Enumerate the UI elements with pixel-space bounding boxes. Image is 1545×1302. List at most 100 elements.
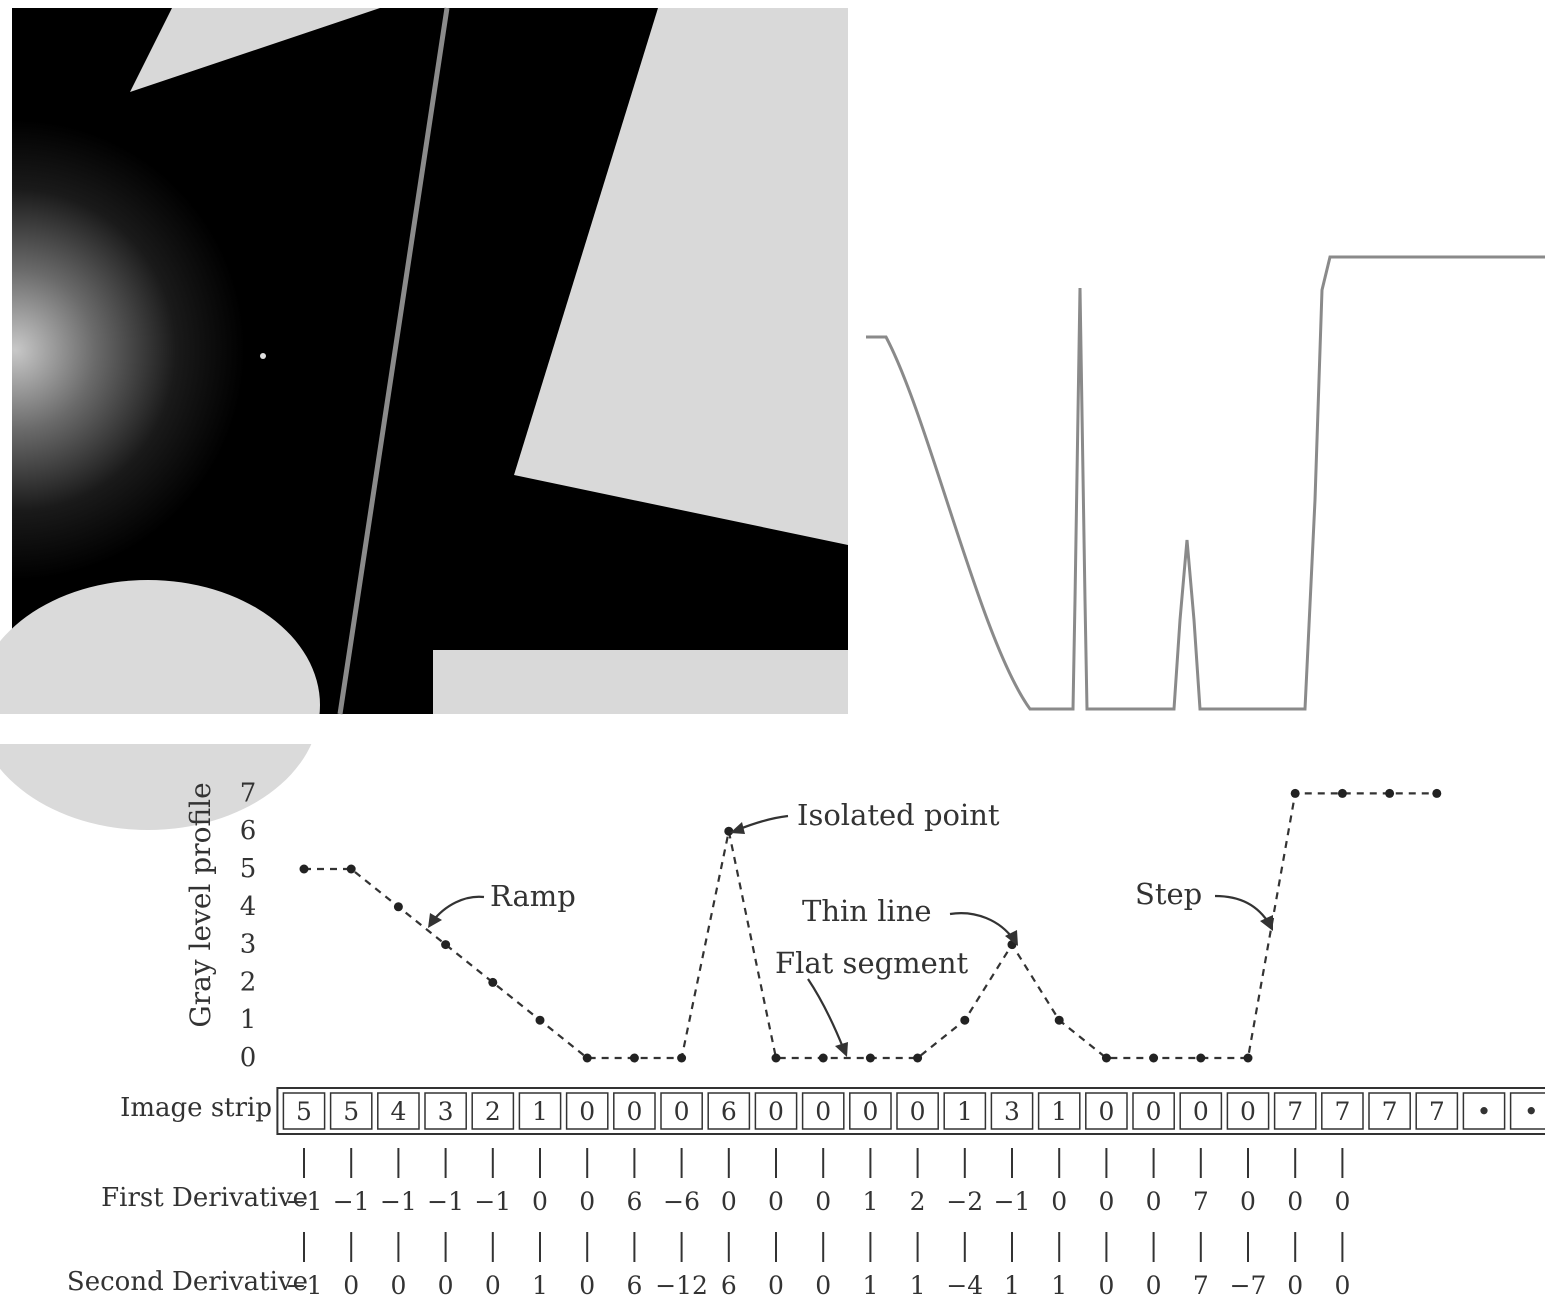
second-derivative-label: Second Derivative [66,1267,308,1297]
strip-value: 5 [343,1097,359,1126]
first-derivative-value: −1 [333,1187,370,1216]
first-derivative-value: 0 [815,1187,831,1216]
second-derivative-value: 0 [1146,1271,1162,1300]
first-derivative-value: −2 [946,1187,983,1216]
strip-value: 1 [532,1097,548,1126]
ytick-label: 5 [240,854,257,884]
strip-cell [329,1092,373,1130]
second-derivative-value: −1 [286,1271,323,1300]
isolated-point-arrow [736,814,789,832]
strip-value: 0 [579,1097,595,1126]
strip-cell [565,1092,609,1130]
strip-cell [990,1092,1034,1130]
strip-value: 0 [626,1097,642,1126]
second-derivative-value: 0 [1098,1271,1114,1300]
second-derivative-value: 1 [1051,1271,1067,1300]
profile-point [299,864,309,874]
profile-point [535,1015,545,1025]
strip-cell [1273,1092,1317,1130]
ytick-label: 0 [240,1043,257,1073]
annotation-thin-line: Thin line [802,894,932,928]
first-derivative-value: 2 [910,1187,926,1216]
strip-cell [518,1092,562,1130]
first-derivative-value: 0 [1146,1187,1162,1216]
strip-cell [707,1092,751,1130]
strip-outline [276,1087,1545,1135]
first-derivative-value: −6 [663,1187,700,1216]
strip-value: 0 [910,1097,926,1126]
first-derivative-value: 7 [1193,1187,1209,1216]
first-derivative-value: 0 [579,1187,595,1216]
strip-value: 0 [768,1097,784,1126]
second-derivative-value: 0 [390,1271,406,1300]
strip-cell [801,1092,845,1130]
discrete-profile-plot [299,788,1442,1063]
strip-value: 0 [815,1097,831,1126]
second-derivative-value: 0 [343,1271,359,1300]
synthetic-image [0,7,860,830]
profile-point [393,902,403,912]
profile-point [582,1053,592,1063]
strip-cell [1037,1092,1081,1130]
strip-cell [1509,1092,1545,1130]
profile-point [1337,788,1347,798]
strip-cell [1226,1092,1270,1130]
first-derivative-value: 0 [768,1187,784,1216]
profile-point [913,1053,923,1063]
first-derivative-value: 6 [626,1187,642,1216]
ytick-label: 2 [240,967,257,997]
second-derivative-value: 1 [1004,1271,1020,1300]
profile-point [960,1015,970,1025]
ytick-label: 7 [240,778,257,808]
strip-cell [1368,1092,1411,1130]
strip-cell [943,1092,987,1130]
second-derivative-value: 0 [438,1271,454,1300]
profile-point [1149,1053,1159,1063]
profile-point [724,826,734,836]
first-derivative-value: 0 [721,1187,737,1216]
yaxis-label: Gray level profile [184,782,217,1027]
second-derivative-value: 0 [485,1271,501,1300]
strip-cell [1415,1092,1459,1130]
strip-cell [377,1092,420,1130]
annotation-arrowheads [428,822,1273,1057]
second-derivative-value: 6 [721,1271,737,1300]
profile-point [1432,788,1442,798]
strip-value: 7 [1287,1097,1303,1126]
second-derivative-value: −12 [655,1271,708,1300]
strip-cell [282,1092,326,1130]
strip-value: • [1524,1097,1539,1126]
first-derivative-value: 0 [1098,1187,1114,1216]
thin-line-arrow [949,912,1015,941]
profile-point [1101,1053,1111,1063]
profile-point [488,977,498,987]
strip-cell [754,1092,798,1130]
strip-value: • [1477,1097,1492,1126]
second-derivative-value: 0 [815,1271,831,1300]
strip-value: 0 [674,1097,690,1126]
strip-value: 0 [1240,1097,1256,1126]
profile-point [441,940,451,950]
image-strip-label: Image strip [120,1093,272,1123]
strip-value: 0 [1146,1097,1162,1126]
second-derivative-value: 1 [862,1271,878,1300]
profile-point [1385,788,1395,798]
annotation-isolated-point: Isolated point [797,798,1000,832]
strip-value: 7 [1382,1097,1398,1126]
second-derivative-value: 6 [626,1271,642,1300]
first-derivative-value: 1 [862,1187,878,1216]
first-derivative-value: 0 [532,1187,548,1216]
strip-cell [1085,1092,1128,1130]
strip-value: 2 [485,1097,501,1126]
second-derivative-value: 0 [1334,1271,1350,1300]
strip-cell [849,1092,892,1130]
profile-point [865,1053,875,1063]
strip-cell [1462,1092,1506,1130]
flat-segment-arrow [807,978,846,1051]
continuous-profile-curve [866,255,1545,711]
strip-value: 0 [862,1097,878,1126]
annotation-ramp: Ramp [490,879,576,913]
profile-point [677,1053,687,1063]
strip-cell [896,1092,939,1130]
strip-cell [471,1092,515,1130]
